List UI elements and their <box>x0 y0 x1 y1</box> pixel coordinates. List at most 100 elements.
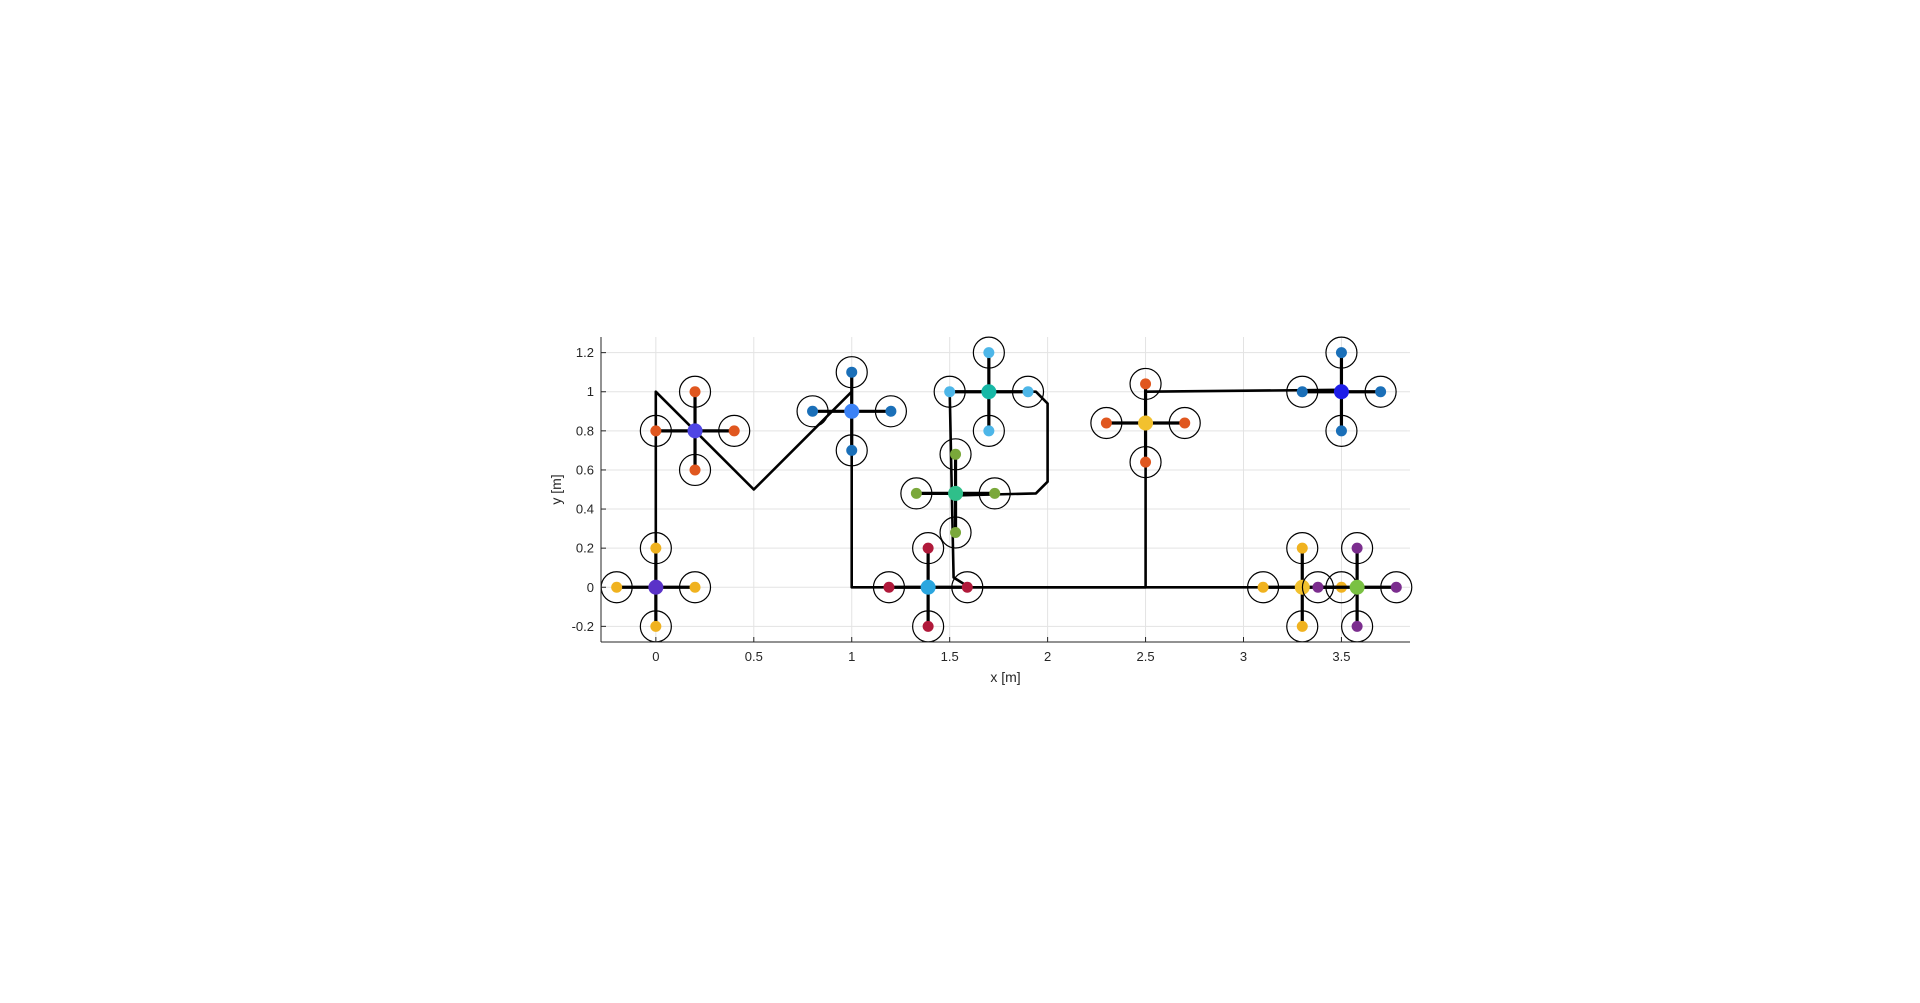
rotor <box>983 347 995 359</box>
rotor <box>1390 581 1402 593</box>
y-tick-label: -0.2 <box>572 619 594 634</box>
x-tick-label: 2 <box>1044 649 1051 664</box>
rotor-guard <box>912 532 945 565</box>
rotor-guard <box>1129 446 1162 479</box>
rotor-guard <box>678 571 712 604</box>
rotor <box>961 581 973 593</box>
rotor-guard <box>718 414 751 447</box>
rotor <box>1351 542 1363 554</box>
drone <box>900 438 1011 549</box>
rotor-guard <box>1246 571 1280 604</box>
rotor <box>1022 386 1034 398</box>
drone-body <box>920 579 936 595</box>
rotor-guard <box>678 375 712 408</box>
y-tick-label: 0 <box>587 580 594 595</box>
rotor <box>1375 386 1387 398</box>
rotor-guard <box>1090 406 1123 440</box>
rotor-guard <box>978 477 1011 510</box>
x-tick-label: 2.5 <box>1137 649 1155 664</box>
rotor <box>650 542 662 554</box>
drone <box>796 356 908 467</box>
y-tick-label: 1 <box>587 384 594 399</box>
x-axis-label: x [m] <box>990 669 1020 685</box>
rotor <box>650 425 662 437</box>
x-tick-label: 1 <box>848 649 855 664</box>
rotor <box>950 527 962 539</box>
x-tick-label: 3 <box>1240 649 1247 664</box>
trajectories <box>654 388 1382 589</box>
drone <box>1301 532 1413 643</box>
drones <box>600 336 1413 643</box>
rotor-guard <box>1011 375 1045 408</box>
rotor <box>689 464 701 476</box>
rotor-guard <box>1364 375 1397 408</box>
grid <box>601 337 1410 642</box>
rotor-guard <box>1286 532 1319 565</box>
rotor-guard <box>1380 571 1413 604</box>
rotor-guard <box>1286 375 1319 408</box>
rotor <box>728 425 740 437</box>
x-tick-label: 0 <box>652 649 659 664</box>
rotor <box>846 366 858 378</box>
drone <box>639 375 751 487</box>
drone-body <box>844 403 860 419</box>
rotor <box>846 444 858 456</box>
rotor <box>944 386 956 398</box>
rotor-guard <box>872 571 906 604</box>
rotor-guard <box>1129 367 1162 401</box>
x-tick-label: 3.5 <box>1332 649 1350 664</box>
drone-body <box>1349 579 1365 595</box>
y-tick-label: 0.2 <box>576 541 594 556</box>
rotor <box>1296 620 1308 632</box>
rotor <box>689 386 701 398</box>
rotor-guard <box>796 395 829 428</box>
rotor <box>885 405 897 417</box>
rotor <box>1179 417 1191 429</box>
drone-body <box>981 384 997 400</box>
rotor <box>1140 378 1152 390</box>
rotor <box>1296 542 1308 554</box>
rotor <box>1312 581 1324 593</box>
drone-body <box>648 579 664 595</box>
rotor-guard <box>835 356 868 389</box>
rotor <box>922 620 934 632</box>
rotor-guard <box>972 414 1005 447</box>
drone <box>1286 336 1397 447</box>
rotor <box>1335 347 1347 359</box>
drone-body <box>1333 384 1349 400</box>
drone-body <box>687 423 703 439</box>
y-tick-label: 1.2 <box>576 345 594 360</box>
rotor-guard <box>678 453 712 487</box>
rotor-guard <box>639 532 672 565</box>
x-tick-label: 1.5 <box>941 649 959 664</box>
tick-labels: 0 0.5 1 1.5 2 2.5 3 3.5 -0.2 0 0.2 0.4 0.6 0.8 1 1.2 <box>572 345 1351 664</box>
rotor <box>1296 386 1308 398</box>
rotor-guard <box>639 414 672 447</box>
rotor-guard <box>1341 532 1374 565</box>
drone <box>1090 367 1201 479</box>
drone-body <box>948 485 964 501</box>
rotor <box>1351 620 1363 632</box>
rotor <box>1335 425 1347 437</box>
drone <box>600 532 712 643</box>
rotor <box>950 448 962 460</box>
rotor-guard <box>939 516 972 549</box>
y-tick-label: 0.6 <box>576 462 594 477</box>
rotor <box>922 542 934 554</box>
rotor <box>883 581 895 593</box>
rotor <box>689 581 701 593</box>
drone <box>933 336 1045 447</box>
rotor <box>611 581 623 593</box>
y-tick-label: 0.8 <box>576 423 594 438</box>
rotor <box>910 487 922 499</box>
drone <box>872 532 984 643</box>
rotor-guard <box>874 395 908 428</box>
x-tick-label: 0.5 <box>745 649 763 664</box>
axes <box>600 337 1410 643</box>
rotor-guard <box>835 434 868 467</box>
rotor-guard <box>933 375 966 408</box>
rotor <box>807 405 819 417</box>
rotor-guard <box>1325 414 1358 447</box>
rotor <box>983 425 995 437</box>
